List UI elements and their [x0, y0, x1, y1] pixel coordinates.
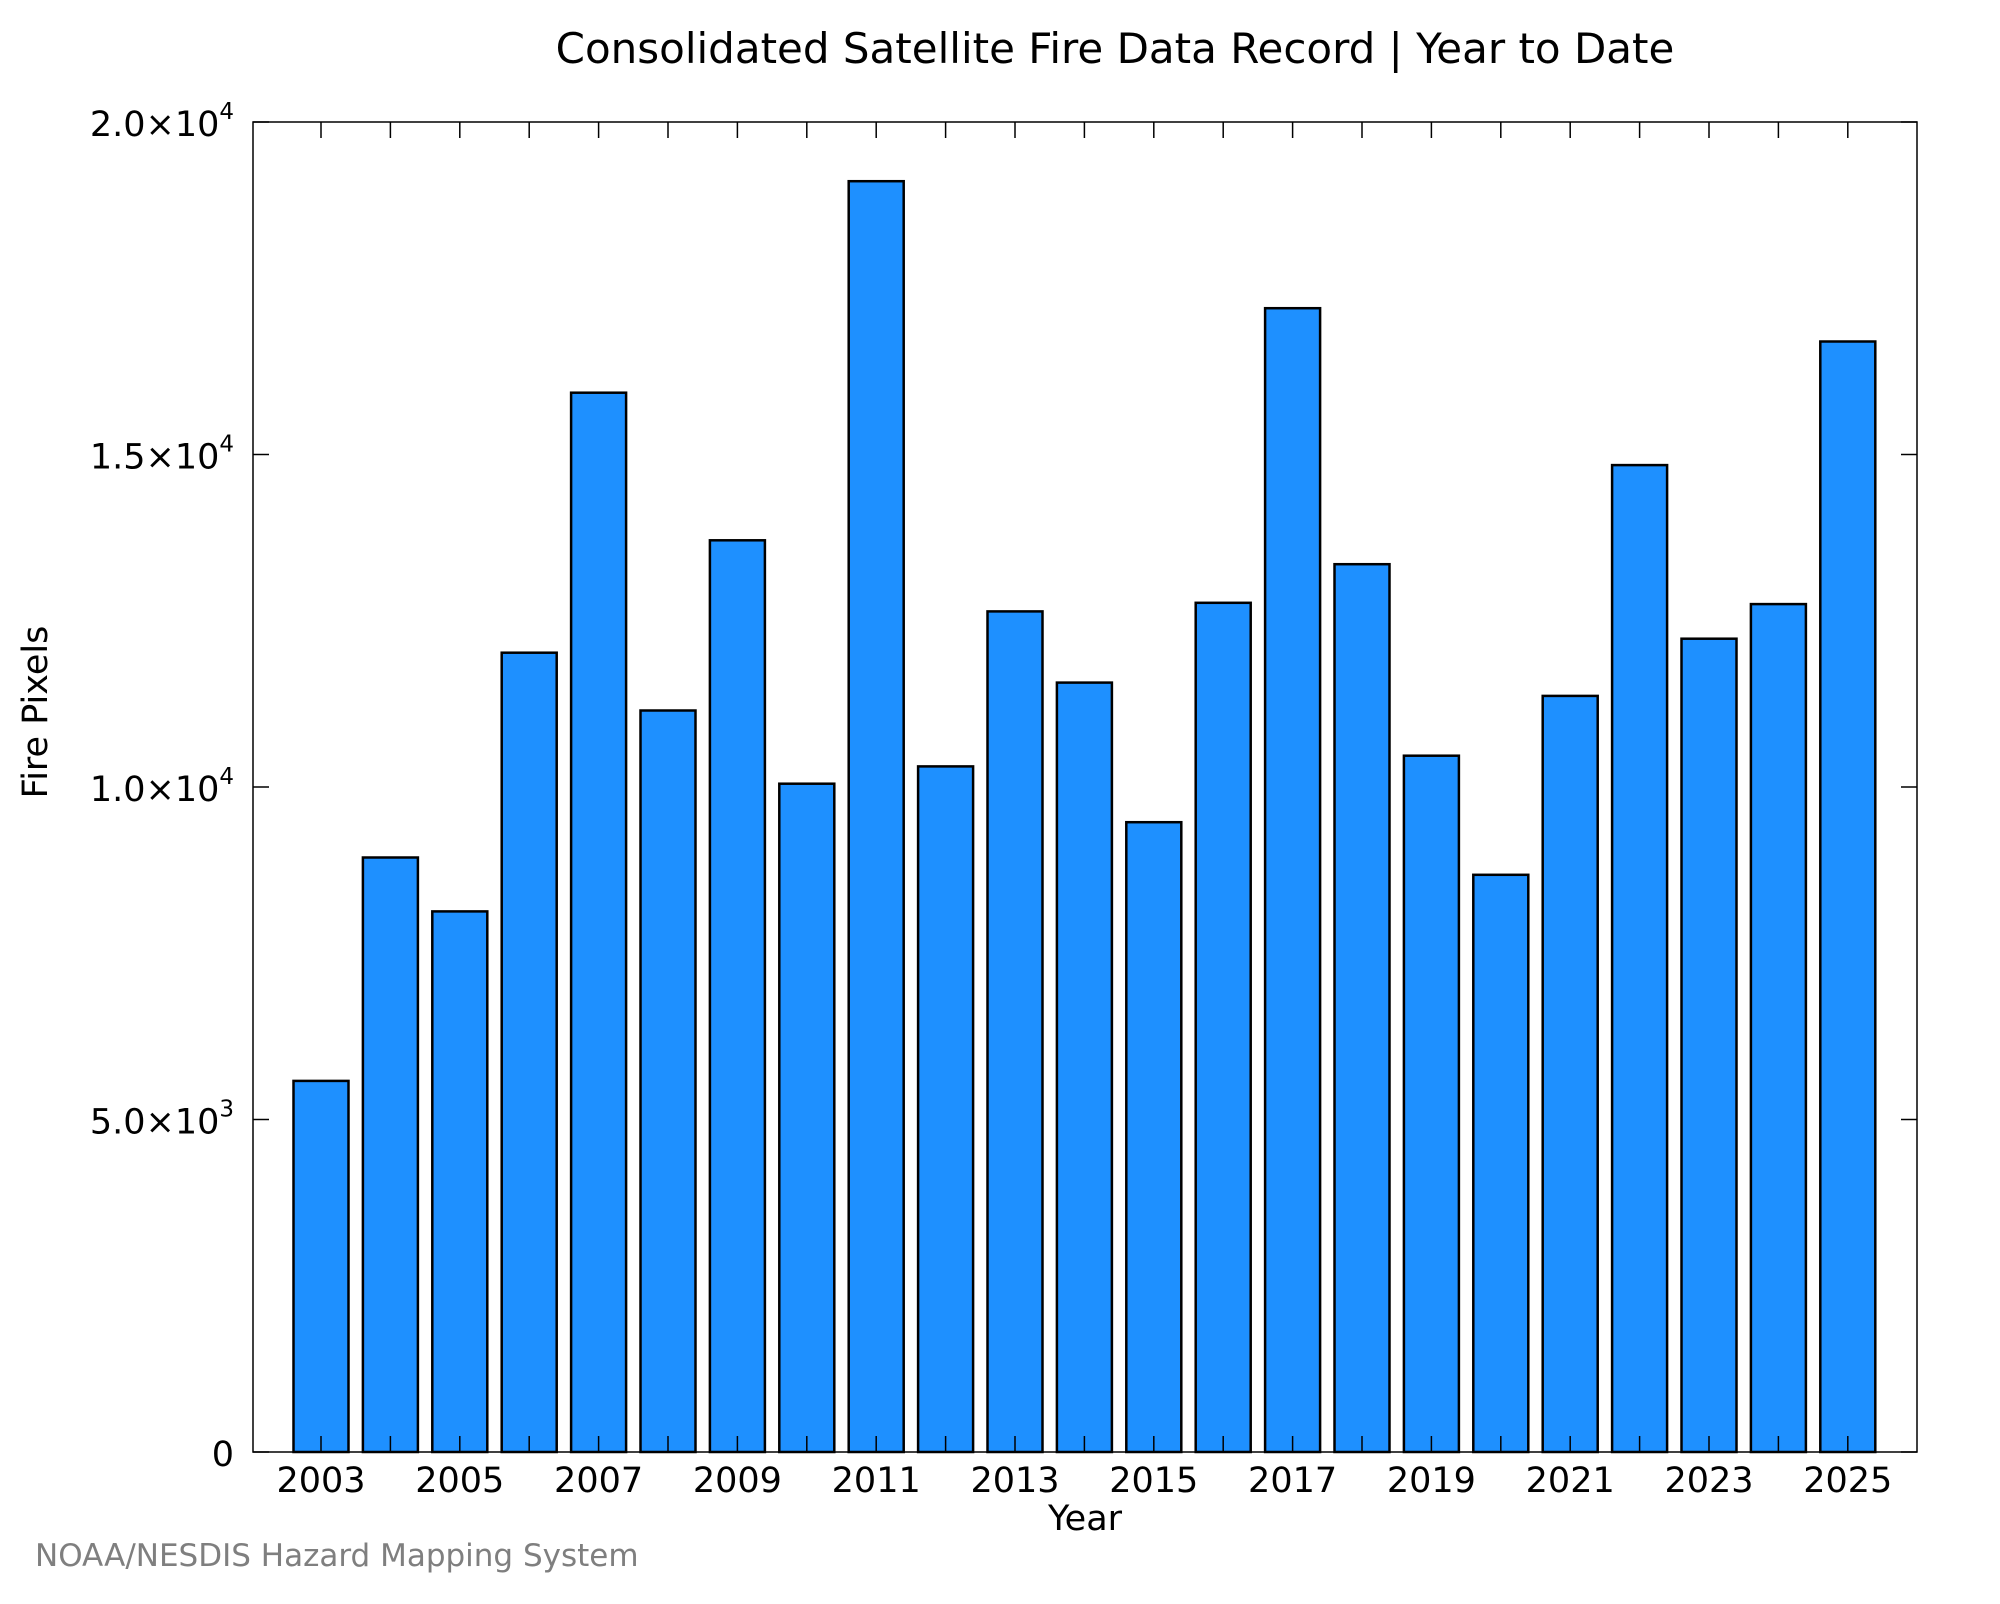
bar-2015	[1125, 820, 1183, 1454]
bar-2021	[1541, 694, 1599, 1454]
y-tick-label-2: 1.0×104	[90, 764, 234, 810]
x-tick-label-2017: 2017	[1248, 1461, 1337, 1501]
bar-2017	[1263, 306, 1322, 1454]
bar-2023	[1680, 637, 1738, 1454]
x-tick-label-2025: 2025	[1803, 1461, 1892, 1501]
x-tick-label-2019: 2019	[1387, 1461, 1476, 1501]
bar-2011	[847, 179, 905, 1454]
bar-2010	[778, 782, 836, 1454]
bar-2009	[708, 539, 767, 1454]
x-tick-label-2003: 2003	[276, 1461, 365, 1501]
y-tick-label-3: 1.5×104	[90, 432, 234, 478]
x-tick-label-2007: 2007	[554, 1461, 643, 1501]
y-tick-label-0: 0	[212, 1435, 234, 1475]
x-tick-label-2009: 2009	[693, 1461, 782, 1501]
x-tick-label-2023: 2023	[1664, 1461, 1753, 1501]
chart-title: Consolidated Satellite Fire Data Record …	[556, 24, 1675, 73]
bar-2018	[1333, 562, 1391, 1454]
bar-2022	[1610, 463, 1669, 1454]
credit-text: NOAA/NESDIS Hazard Mapping System	[35, 1538, 639, 1574]
x-tick-label-2021: 2021	[1526, 1461, 1615, 1501]
x-tick-label-2011: 2011	[832, 1461, 921, 1501]
bar-2016	[1194, 601, 1252, 1454]
x-tick-label-2015: 2015	[1109, 1461, 1198, 1501]
bar-2008	[639, 709, 697, 1454]
bar-2025	[1819, 340, 1877, 1454]
bar-2007	[569, 391, 628, 1454]
bar-2019	[1402, 754, 1461, 1454]
bar-2004	[361, 856, 420, 1454]
x-tick-label-2013: 2013	[970, 1461, 1059, 1501]
x-tick-label-2005: 2005	[415, 1461, 504, 1501]
y-axis-label: Fire Pixels	[16, 626, 56, 799]
bar-2012	[916, 765, 975, 1454]
y-tick-label-4: 2.0×104	[90, 99, 234, 145]
bar-2013	[986, 610, 1044, 1454]
bar-2003	[292, 1079, 350, 1454]
bar-2020	[1472, 873, 1530, 1454]
bar-2024	[1749, 602, 1808, 1454]
y-tick-label-1: 5.0×103	[90, 1097, 234, 1143]
bar-2014	[1055, 681, 1114, 1454]
bar-2005	[431, 910, 489, 1454]
bar-2006	[500, 651, 558, 1454]
x-axis-label: Year	[1047, 1499, 1123, 1539]
